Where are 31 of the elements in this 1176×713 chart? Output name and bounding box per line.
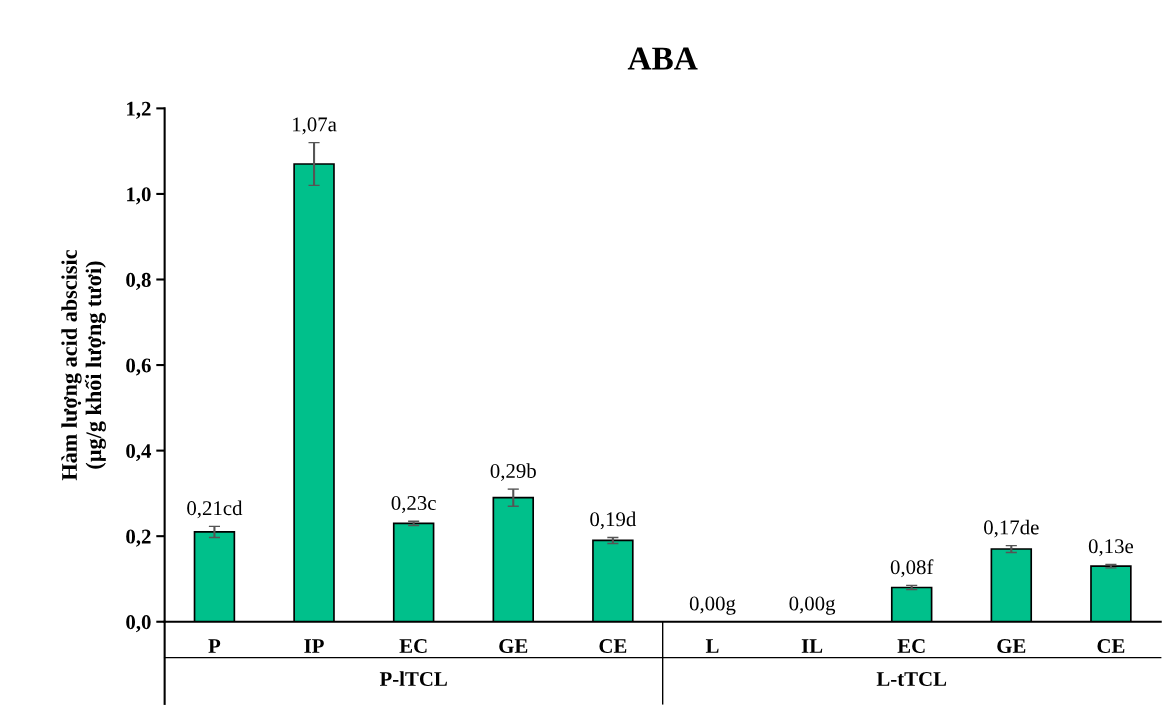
x-tick-label: IP [304, 639, 324, 653]
text: P-lTCL [379, 671, 447, 686]
x-tick-label: IL [801, 639, 823, 653]
x-tick-label: EC [897, 639, 925, 654]
data-label: 0,21cd [187, 500, 243, 519]
data-label: 0,17de [984, 519, 1039, 538]
data-label: 0,29b [490, 463, 536, 481]
y-tick-label: 0,2 [126, 529, 151, 547]
y-tick-label: 0,0 [126, 615, 151, 633]
data-label: 0,00g [689, 596, 736, 615]
y-axis-title: Hàm lượng acid abscisic (µg/g khối lượng tươi) [61, 250, 106, 481]
data-label: 1,07a [293, 117, 337, 135]
x-tick-label: CE [599, 639, 627, 654]
y-tick-label: 1,2 [127, 101, 151, 119]
data-label: 0,19d [590, 511, 637, 530]
x-tick-label: GE [499, 639, 528, 654]
x-tick-label: GE [997, 639, 1026, 654]
data-label: 0,00g [789, 596, 836, 615]
x-tick-label: L [705, 639, 719, 653]
y-tick-label: 0,6 [126, 358, 151, 376]
x-tick-label: P [208, 639, 221, 653]
data-label: 0,13e [1088, 539, 1134, 557]
data-label: 0,08f [890, 559, 934, 578]
y-tick-label: 1,0 [127, 187, 151, 205]
y-tick-label: 0,4 [126, 443, 152, 462]
y-tick-label: 0,8 [126, 272, 151, 290]
data-label: 0,23c [391, 495, 436, 514]
text: L-tTCL [876, 671, 947, 686]
x-tick-label: CE [1097, 639, 1125, 654]
x-tick-label: EC [399, 639, 427, 654]
chart-title: ABA [627, 47, 698, 70]
